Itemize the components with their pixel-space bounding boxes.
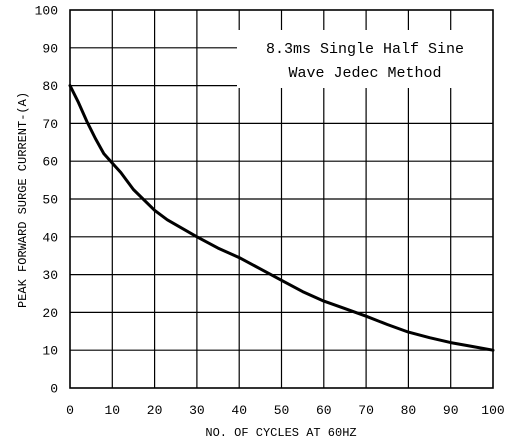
annotation-box bbox=[237, 30, 493, 88]
y-tick-label: 50 bbox=[42, 193, 58, 208]
y-tick-label: 90 bbox=[42, 41, 58, 56]
y-tick-label: 10 bbox=[42, 344, 58, 359]
y-tick-label: 80 bbox=[42, 79, 58, 94]
x-tick-label: 40 bbox=[231, 403, 247, 418]
y-tick-label: 0 bbox=[50, 382, 58, 397]
y-tick-label: 30 bbox=[42, 268, 58, 283]
x-tick-label: 20 bbox=[147, 403, 163, 418]
y-tick-label: 40 bbox=[42, 230, 58, 245]
x-tick-label: 60 bbox=[316, 403, 332, 418]
x-axis-title: NO. OF CYCLES AT 60HZ bbox=[205, 426, 356, 440]
series-line bbox=[68, 84, 495, 352]
annotation-line-2: Wave Jedec Method bbox=[288, 65, 441, 82]
x-tick-label: 10 bbox=[104, 403, 120, 418]
y-tick-label: 60 bbox=[42, 155, 58, 170]
annotation-line-1: 8.3ms Single Half Sine bbox=[266, 41, 464, 58]
x-tick-label: 50 bbox=[274, 403, 290, 418]
y-tick-label: 20 bbox=[42, 306, 58, 321]
x-tick-label: 30 bbox=[189, 403, 205, 418]
plot-frame bbox=[69, 9, 494, 389]
x-tick-label: 70 bbox=[358, 403, 374, 418]
axis-ticks: 0 10 20 30 40 50 60 70 80 90 100 0 10 20 30 40 50 60 70 80 9… bbox=[35, 4, 505, 419]
data-lines bbox=[68, 84, 495, 352]
y-axis-title: PEAK FORWARD SURGE CURRENT-(A) bbox=[16, 92, 30, 308]
x-tick-label: 100 bbox=[481, 403, 504, 418]
x-tick-label: 80 bbox=[401, 403, 417, 418]
plot-border bbox=[69, 9, 494, 389]
x-tick-label: 90 bbox=[443, 403, 459, 418]
y-tick-label: 100 bbox=[35, 4, 58, 19]
x-tick-label: 0 bbox=[66, 403, 74, 418]
y-tick-label: 70 bbox=[42, 117, 58, 132]
